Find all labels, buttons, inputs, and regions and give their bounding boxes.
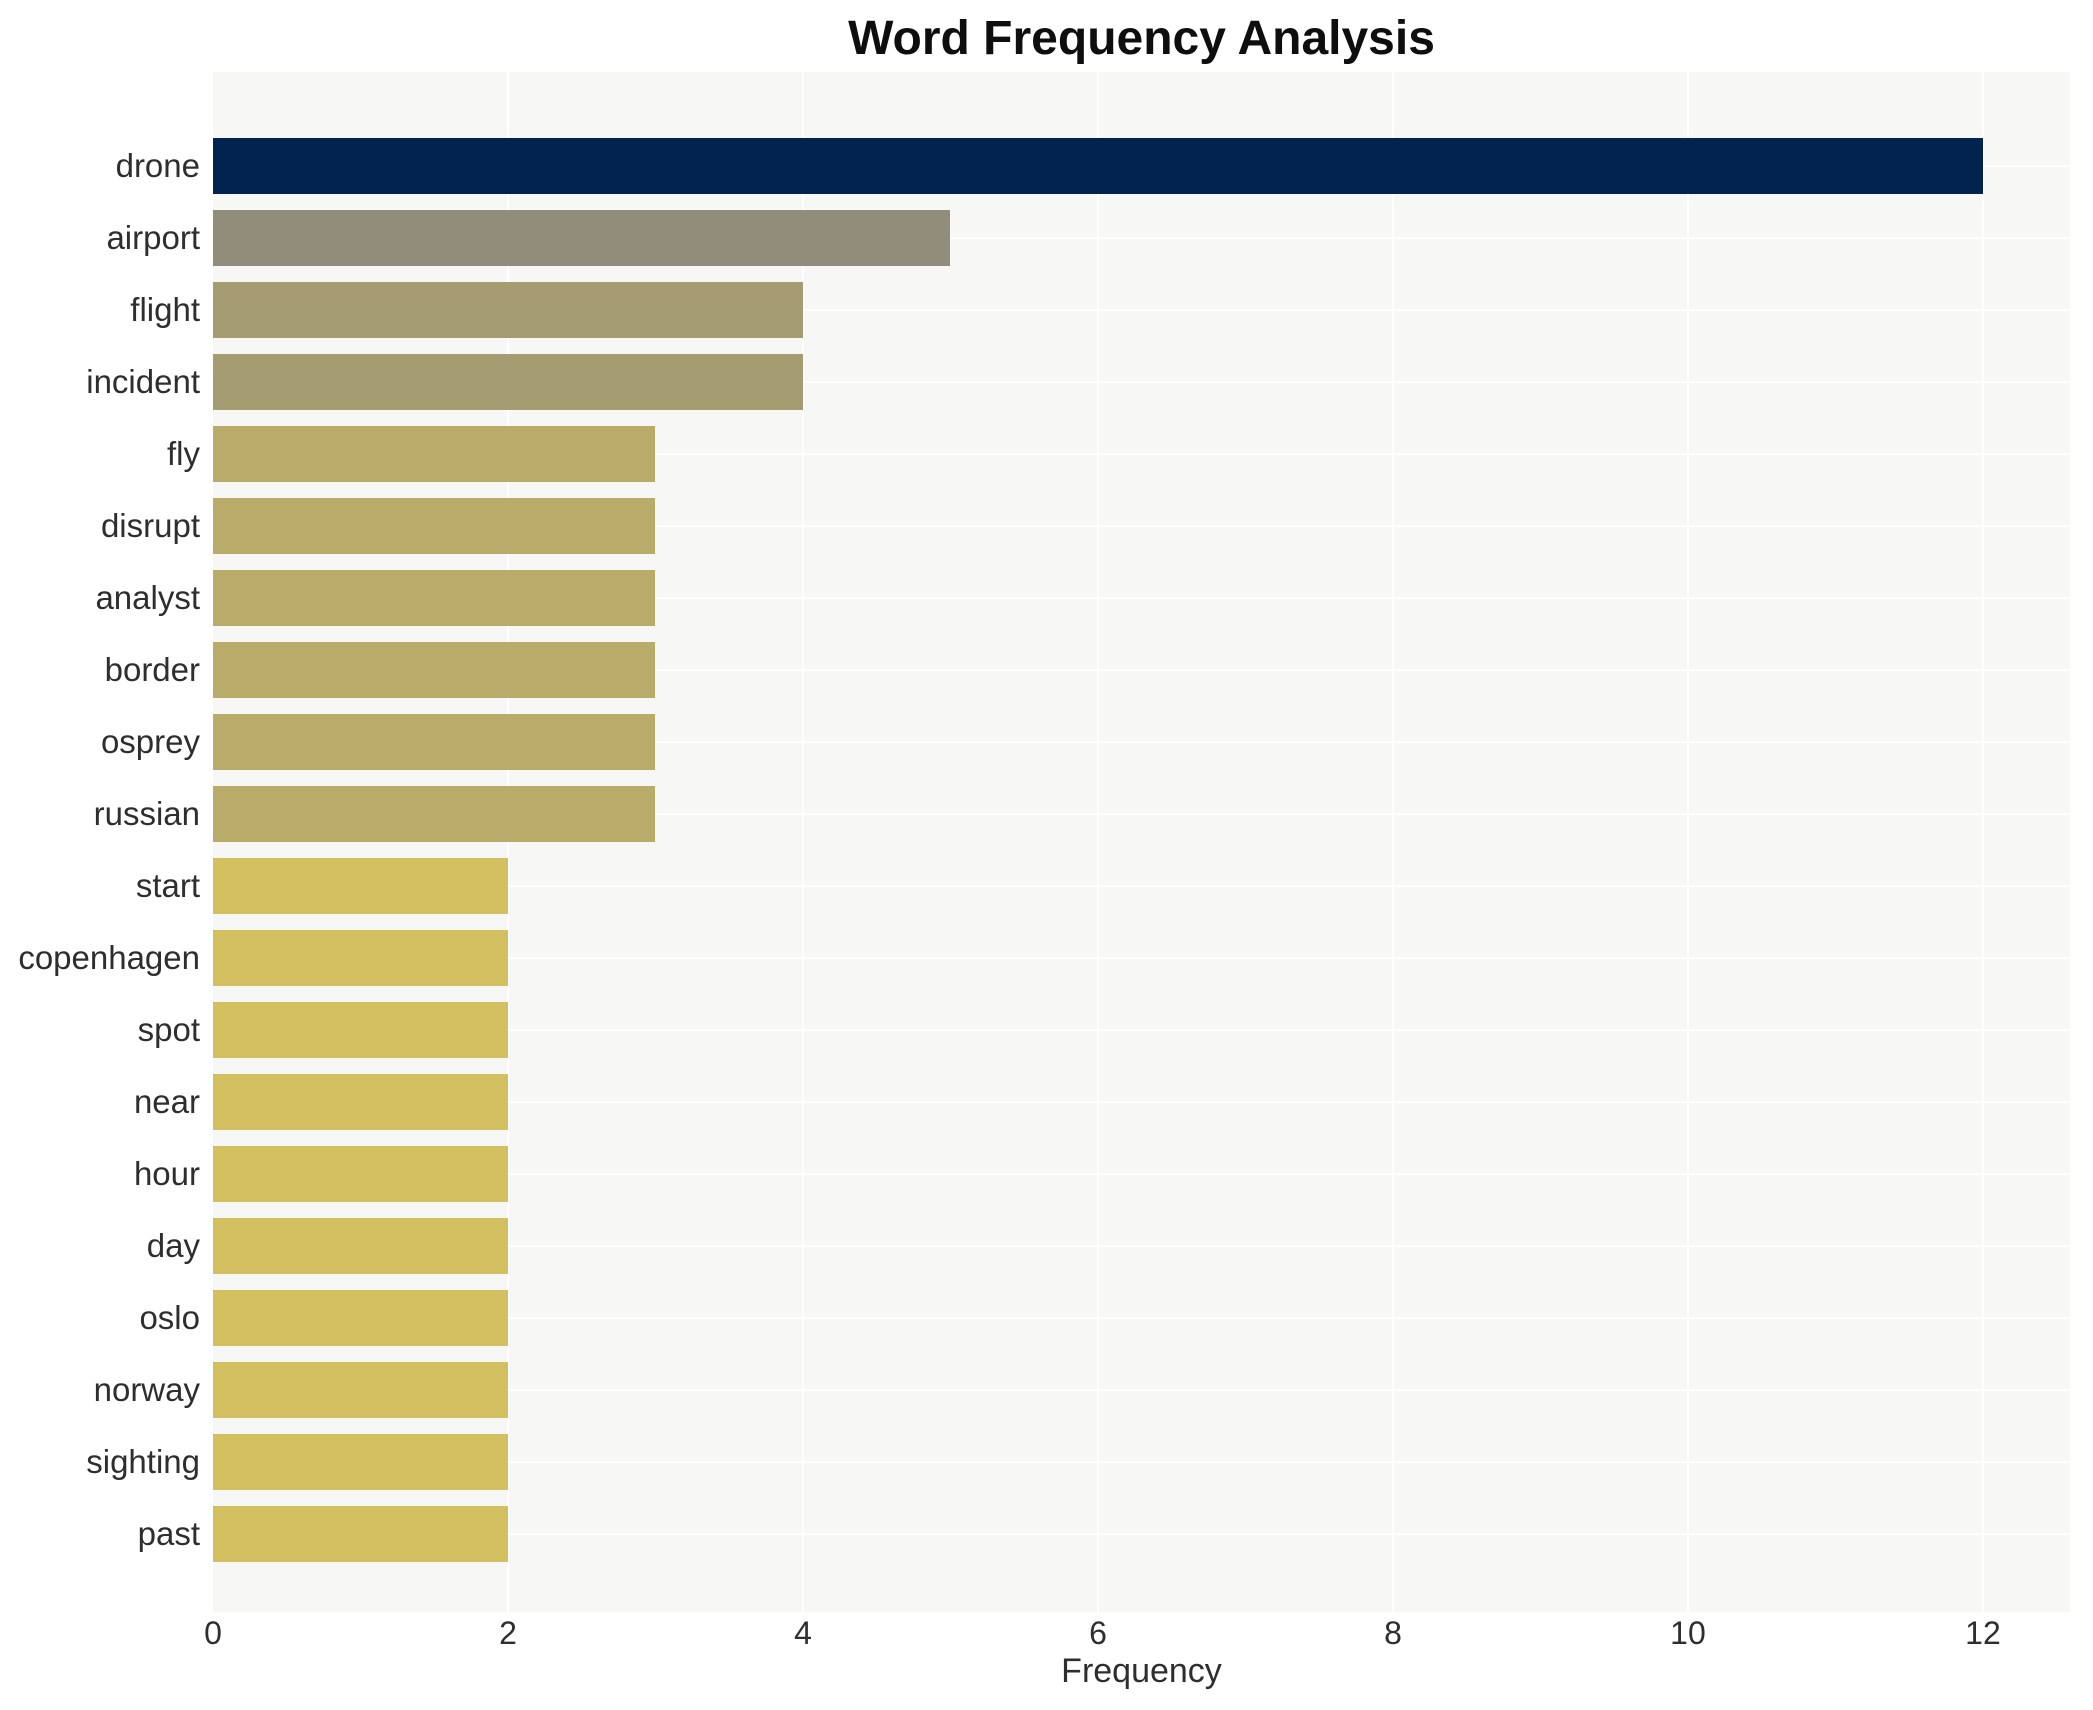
vertical-gridline bbox=[1391, 72, 1394, 1612]
horizontal-gridline bbox=[213, 957, 2070, 959]
x-tick-0: 0 bbox=[204, 1615, 222, 1651]
y-label-hour: hour bbox=[133, 1155, 200, 1192]
y-label-osprey: osprey bbox=[100, 723, 200, 760]
horizontal-gridline bbox=[213, 1245, 2070, 1247]
y-label-norway: norway bbox=[93, 1371, 200, 1408]
horizontal-gridline bbox=[213, 1533, 2070, 1535]
horizontal-gridline bbox=[213, 309, 2070, 311]
bar-fly bbox=[213, 426, 656, 482]
bar-analyst bbox=[213, 570, 656, 626]
y-label-near: near bbox=[133, 1083, 200, 1120]
horizontal-gridline bbox=[213, 597, 2070, 599]
y-label-flight: flight bbox=[130, 291, 200, 328]
bar-flight bbox=[213, 282, 803, 338]
y-label-disrupt: disrupt bbox=[100, 507, 200, 544]
y-label-fly: fly bbox=[167, 435, 200, 472]
y-label-border: border bbox=[104, 651, 200, 688]
x-tick-8: 8 bbox=[1384, 1615, 1402, 1651]
bar-spot bbox=[213, 1002, 508, 1058]
y-label-copenhagen: copenhagen bbox=[18, 939, 200, 976]
x-tick-12: 12 bbox=[1965, 1615, 2001, 1651]
horizontal-gridline bbox=[213, 813, 2070, 815]
x-tick-4: 4 bbox=[794, 1615, 812, 1651]
horizontal-gridline bbox=[213, 381, 2070, 383]
horizontal-gridline bbox=[213, 453, 2070, 455]
x-tick-10: 10 bbox=[1670, 1615, 1706, 1651]
vertical-gridline bbox=[1686, 72, 1689, 1612]
vertical-gridline bbox=[801, 72, 804, 1612]
y-label-analyst: analyst bbox=[95, 579, 200, 616]
bar-sighting bbox=[213, 1434, 508, 1490]
bar-osprey bbox=[213, 714, 656, 770]
bar-day bbox=[213, 1218, 508, 1274]
horizontal-gridline bbox=[213, 741, 2070, 743]
bar-border bbox=[213, 642, 656, 698]
horizontal-gridline bbox=[213, 669, 2070, 671]
y-label-start: start bbox=[135, 867, 200, 904]
y-label-day: day bbox=[146, 1227, 200, 1264]
horizontal-gridline bbox=[213, 525, 2070, 527]
bar-airport bbox=[213, 210, 951, 266]
bar-disrupt bbox=[213, 498, 656, 554]
bar-drone bbox=[213, 138, 1983, 194]
bar-incident bbox=[213, 354, 803, 410]
horizontal-gridline bbox=[213, 1101, 2070, 1103]
bar-copenhagen bbox=[213, 930, 508, 986]
vertical-gridline bbox=[1981, 72, 1984, 1612]
y-label-incident: incident bbox=[86, 363, 200, 400]
chart-title: Word Frequency Analysis bbox=[848, 12, 1435, 65]
horizontal-gridline bbox=[213, 885, 2070, 887]
plot-area bbox=[213, 72, 2070, 1612]
y-axis-labels: drone airport flight incident fly disrupt anal… bbox=[0, 72, 200, 1612]
y-label-drone: drone bbox=[115, 147, 200, 184]
bar-near bbox=[213, 1074, 508, 1130]
x-tick-2: 2 bbox=[499, 1615, 517, 1651]
horizontal-gridline bbox=[213, 1389, 2070, 1391]
horizontal-gridline bbox=[213, 1317, 2070, 1319]
horizontal-gridline bbox=[213, 1029, 2070, 1031]
horizontal-gridline bbox=[213, 1173, 2070, 1175]
bar-norway bbox=[213, 1362, 508, 1418]
bar-russian bbox=[213, 786, 656, 842]
x-tick-6: 6 bbox=[1089, 1615, 1107, 1651]
bar-oslo bbox=[213, 1290, 508, 1346]
horizontal-gridline bbox=[213, 237, 2070, 239]
x-axis-title: Frequency bbox=[1061, 1652, 1222, 1690]
y-label-sighting: sighting bbox=[86, 1443, 200, 1480]
y-label-russian: russian bbox=[93, 795, 200, 832]
bar-start bbox=[213, 858, 508, 914]
bar-hour bbox=[213, 1146, 508, 1202]
y-label-airport: airport bbox=[106, 219, 200, 256]
y-label-past: past bbox=[137, 1515, 200, 1552]
y-label-spot: spot bbox=[137, 1011, 200, 1048]
y-label-oslo: oslo bbox=[139, 1299, 200, 1336]
vertical-gridline bbox=[506, 72, 509, 1612]
bar-past bbox=[213, 1506, 508, 1562]
horizontal-gridline bbox=[213, 1461, 2070, 1463]
vertical-gridline bbox=[1096, 72, 1099, 1612]
